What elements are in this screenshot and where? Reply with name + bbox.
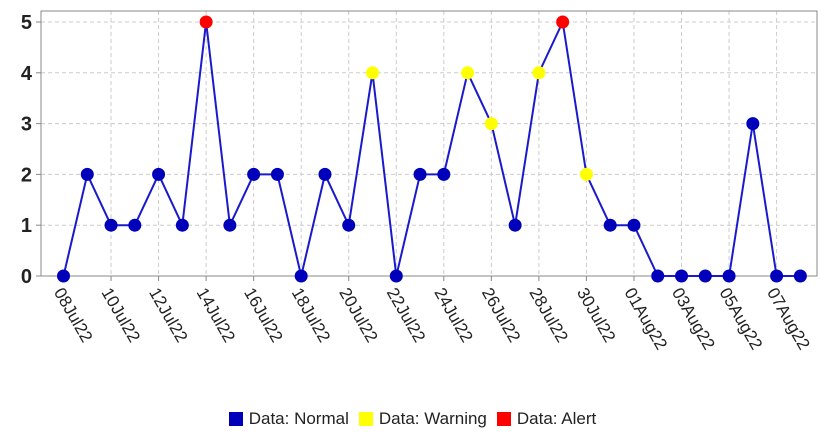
x-tick-label: 22Jul22 <box>383 285 429 346</box>
data-point-alert <box>556 15 570 29</box>
data-point-normal <box>722 269 736 283</box>
data-point-warning <box>579 167 593 181</box>
y-tick-label: 1 <box>21 215 32 237</box>
data-point-normal <box>247 167 261 181</box>
grid-layer <box>41 11 817 276</box>
x-axis-ticks: 08Jul22 10Jul22 12Jul22 14Jul22 16Jul22 18Jul… <box>50 276 814 353</box>
legend-label-warning: Data: Warning <box>378 409 487 428</box>
data-point-normal <box>342 218 356 232</box>
series-line-layer <box>62 21 801 277</box>
data-point-normal <box>175 218 189 232</box>
legend-label-alert: Data: Alert <box>516 409 597 428</box>
data-point-warning <box>532 66 546 80</box>
data-point-normal <box>270 167 284 181</box>
data-point-normal <box>294 269 308 283</box>
data-point-normal <box>128 218 142 232</box>
data-point-normal <box>223 218 237 232</box>
data-point-normal <box>627 218 641 232</box>
legend-swatch-alert <box>496 412 511 426</box>
x-tick-label: 07Aug22 <box>763 285 813 353</box>
data-points-layer <box>57 15 807 283</box>
data-point-normal <box>152 167 166 181</box>
x-tick-label: 30Jul22 <box>573 285 619 346</box>
data-point-normal <box>675 269 689 283</box>
legend-swatch-warning <box>358 412 373 426</box>
x-tick-label: 24Jul22 <box>430 285 476 346</box>
data-point-normal <box>793 269 807 283</box>
data-point-warning <box>484 117 498 131</box>
x-tick-label: 03Aug22 <box>668 285 718 353</box>
x-tick-label: 14Jul22 <box>193 285 239 346</box>
plot-area-border <box>40 10 818 277</box>
data-point-normal <box>104 218 118 232</box>
x-tick-label: 08Jul22 <box>50 285 96 346</box>
data-point-normal <box>603 218 617 232</box>
x-tick-label: 20Jul22 <box>335 285 381 346</box>
data-point-normal <box>389 269 403 283</box>
x-tick-label: 10Jul22 <box>98 285 144 346</box>
data-point-normal <box>770 269 784 283</box>
legend-item-warning: Data: Warning <box>358 409 487 429</box>
x-tick-label: 18Jul22 <box>288 285 334 346</box>
y-tick-label: 5 <box>21 12 32 34</box>
legend-item-alert: Data: Alert <box>496 409 597 429</box>
data-point-normal <box>80 167 94 181</box>
x-tick-label: 16Jul22 <box>240 285 286 346</box>
x-tick-label: 01Aug22 <box>621 285 671 353</box>
data-point-normal <box>508 218 522 232</box>
data-point-normal <box>57 269 70 283</box>
legend-item-normal: Data: Normal <box>228 409 349 429</box>
y-tick-label: 4 <box>21 63 33 85</box>
data-point-alert <box>199 15 213 29</box>
data-point-warning <box>461 66 475 80</box>
legend-label-normal: Data: Normal <box>248 409 349 428</box>
y-tick-label: 2 <box>21 164 32 186</box>
x-tick-label: 26Jul22 <box>478 285 524 346</box>
data-point-normal <box>651 269 665 283</box>
series-line <box>62 21 801 277</box>
y-axis-ticks: 0 1 2 3 4 5 <box>21 12 41 288</box>
y-tick-label: 0 <box>21 266 32 288</box>
legend: Data: Normal Data: Warning Data: Alert <box>0 408 825 430</box>
data-point-normal <box>318 167 332 181</box>
x-tick-label: 05Aug22 <box>716 285 766 353</box>
x-tick-label: 28Jul22 <box>525 285 571 346</box>
x-tick-label: 12Jul22 <box>145 285 191 346</box>
legend-swatch-normal <box>228 412 243 426</box>
data-point-normal <box>413 167 427 181</box>
data-point-warning <box>366 66 380 80</box>
data-point-normal <box>437 167 451 181</box>
data-point-normal <box>698 269 712 283</box>
y-tick-label: 3 <box>21 114 32 136</box>
data-point-normal <box>746 117 760 131</box>
